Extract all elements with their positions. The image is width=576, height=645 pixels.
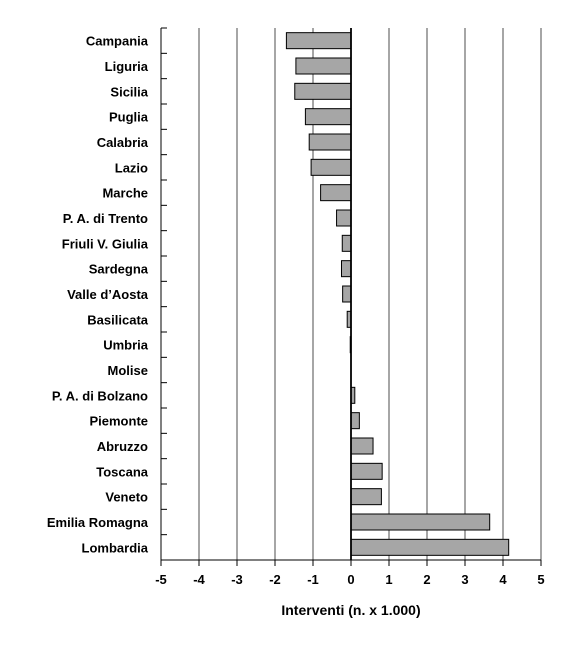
x-tick-label: 0 [347, 572, 354, 587]
bar [295, 57, 352, 75]
bar [308, 133, 352, 151]
x-tick-label: -1 [307, 572, 319, 587]
bar [350, 462, 383, 480]
axes [160, 27, 542, 566]
x-tick-label: -2 [269, 572, 281, 587]
category-label: P. A. di Trento [63, 211, 148, 226]
bar [350, 437, 374, 455]
category-label: Lazio [115, 160, 148, 175]
category-label: Umbria [103, 338, 149, 353]
bar [320, 184, 352, 202]
bar [350, 513, 491, 531]
bar [310, 158, 352, 176]
x-tick-label: -5 [155, 572, 167, 587]
category-label: Molise [108, 363, 148, 378]
category-label: Toscana [96, 464, 149, 479]
category-label: Abruzzo [97, 439, 148, 454]
bar [350, 412, 360, 430]
category-label: Sardegna [89, 262, 149, 277]
tick-labels: -5 -4 -3 -2 -1 0 1 2 3 4 5 [155, 572, 544, 587]
category-label: Friuli V. Giulia [62, 236, 149, 251]
bars [285, 32, 510, 556]
category-label: Liguria [105, 59, 149, 74]
grid-lines [160, 28, 542, 560]
category-label: Puglia [109, 110, 149, 125]
x-tick-label: -4 [193, 572, 205, 587]
category-label: Lombardia [82, 540, 149, 555]
bar [285, 32, 352, 50]
x-tick-label: 2 [423, 572, 430, 587]
x-tick-label: 3 [461, 572, 468, 587]
bar [342, 285, 352, 303]
category-label: Emilia Romagna [47, 515, 149, 530]
x-tick-label: 4 [499, 572, 507, 587]
bar [350, 538, 510, 556]
x-axis-title: Interventi (n. x 1.000) [281, 602, 420, 618]
x-tick-label: 1 [385, 572, 392, 587]
bar [350, 488, 382, 506]
category-label: Sicilia [110, 84, 148, 99]
category-label: P. A. di Bolzano [52, 388, 148, 403]
bar [341, 260, 352, 278]
bar [336, 209, 352, 227]
bar [304, 108, 352, 126]
category-label: Calabria [97, 135, 149, 150]
category-label: Piemonte [89, 414, 148, 429]
x-tick-label: -3 [231, 572, 243, 587]
category-label: Valle d’Aosta [67, 287, 149, 302]
bar [294, 82, 352, 100]
x-tick-label: 5 [537, 572, 544, 587]
category-label: Basilicata [87, 312, 148, 327]
bar [341, 234, 352, 252]
category-label: Marche [102, 186, 148, 201]
category-label: Campania [86, 34, 149, 49]
category-label: Veneto [105, 490, 148, 505]
category-labels: Campania Liguria Sicilia Puglia Calabria Lazi… [47, 34, 149, 556]
